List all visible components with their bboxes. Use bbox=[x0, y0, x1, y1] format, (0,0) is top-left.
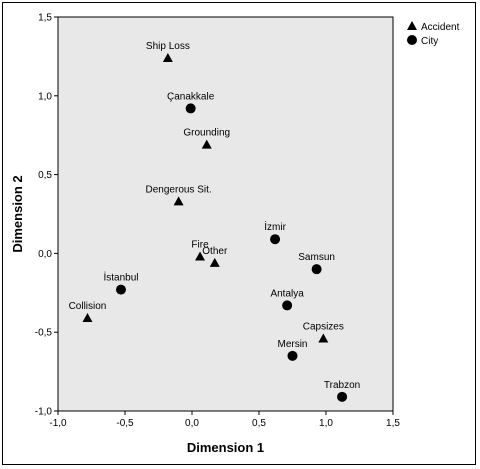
legend: Accident City bbox=[407, 21, 460, 47]
accident-point-capsizes bbox=[318, 333, 329, 343]
point-label: Other bbox=[202, 246, 228, 257]
point-label: Fire bbox=[191, 240, 209, 251]
accident-point-ship-loss bbox=[162, 52, 173, 62]
city-point-trabzon bbox=[337, 391, 348, 402]
y-tick-label: 0,5 bbox=[38, 170, 52, 181]
y-tick-label: 0,0 bbox=[38, 249, 52, 260]
accident-point-collision bbox=[82, 313, 93, 323]
point-label: Grounding bbox=[183, 128, 230, 139]
legend-label: Accident bbox=[421, 22, 460, 33]
city-point-mersin bbox=[287, 350, 298, 361]
point-label: Ship Loss bbox=[146, 41, 190, 52]
point-label: Mersin bbox=[277, 339, 307, 350]
x-tick-label: 0,0 bbox=[185, 418, 199, 429]
city-point-antalya bbox=[282, 300, 293, 311]
point-label: İzmir bbox=[264, 220, 286, 233]
y-axis-title: Dimension 2 bbox=[10, 175, 25, 252]
point-label: Collision bbox=[69, 301, 107, 312]
point-label: Samsun bbox=[298, 252, 335, 263]
point-label: Antalya bbox=[270, 288, 304, 299]
axes: -1,0 -0,5 0,0 0,5 1,0 1,5 1,5 1,0 0,5 0,0 -0,5 -1,0 bbox=[35, 13, 401, 430]
point-label: Çanakkale bbox=[167, 91, 215, 102]
accident-point-grounding bbox=[201, 139, 212, 149]
x-tick-label: -0,5 bbox=[116, 418, 134, 429]
x-tick-label: 1,5 bbox=[386, 418, 400, 429]
point-label: İstanbul bbox=[103, 271, 138, 284]
point-label: Trabzon bbox=[324, 380, 360, 391]
x-axis-title: Dimension 1 bbox=[187, 440, 264, 455]
point-label: Dengerous Sit. bbox=[146, 184, 212, 195]
y-tick-label: 1,5 bbox=[38, 13, 52, 24]
point-label: Capsizes bbox=[303, 322, 344, 333]
legend-circle-marker bbox=[407, 35, 417, 45]
y-tick-label: -1,0 bbox=[35, 407, 53, 418]
city-point-i-zmir bbox=[270, 234, 281, 245]
accident-point-fire bbox=[195, 251, 206, 261]
accident-point-dengerous-sit bbox=[173, 196, 184, 206]
city-point-i-stanbul bbox=[115, 284, 126, 295]
y-tick-label: 1,0 bbox=[38, 91, 52, 102]
x-tick-label: 1,0 bbox=[319, 418, 333, 429]
y-tick-label: -0,5 bbox=[35, 328, 53, 339]
city-point-samsun bbox=[311, 264, 322, 275]
accident-point-other bbox=[209, 257, 220, 267]
plot-area bbox=[57, 16, 394, 412]
data-points: Ship Loss Grounding Dengerous Sit. FireOthe… bbox=[69, 41, 360, 402]
city-point-anakkale bbox=[185, 103, 196, 114]
x-tick-label: -1,0 bbox=[49, 418, 67, 429]
x-tick-label: 0,5 bbox=[252, 418, 266, 429]
legend-triangle-marker bbox=[407, 21, 417, 30]
legend-label: City bbox=[421, 36, 438, 47]
